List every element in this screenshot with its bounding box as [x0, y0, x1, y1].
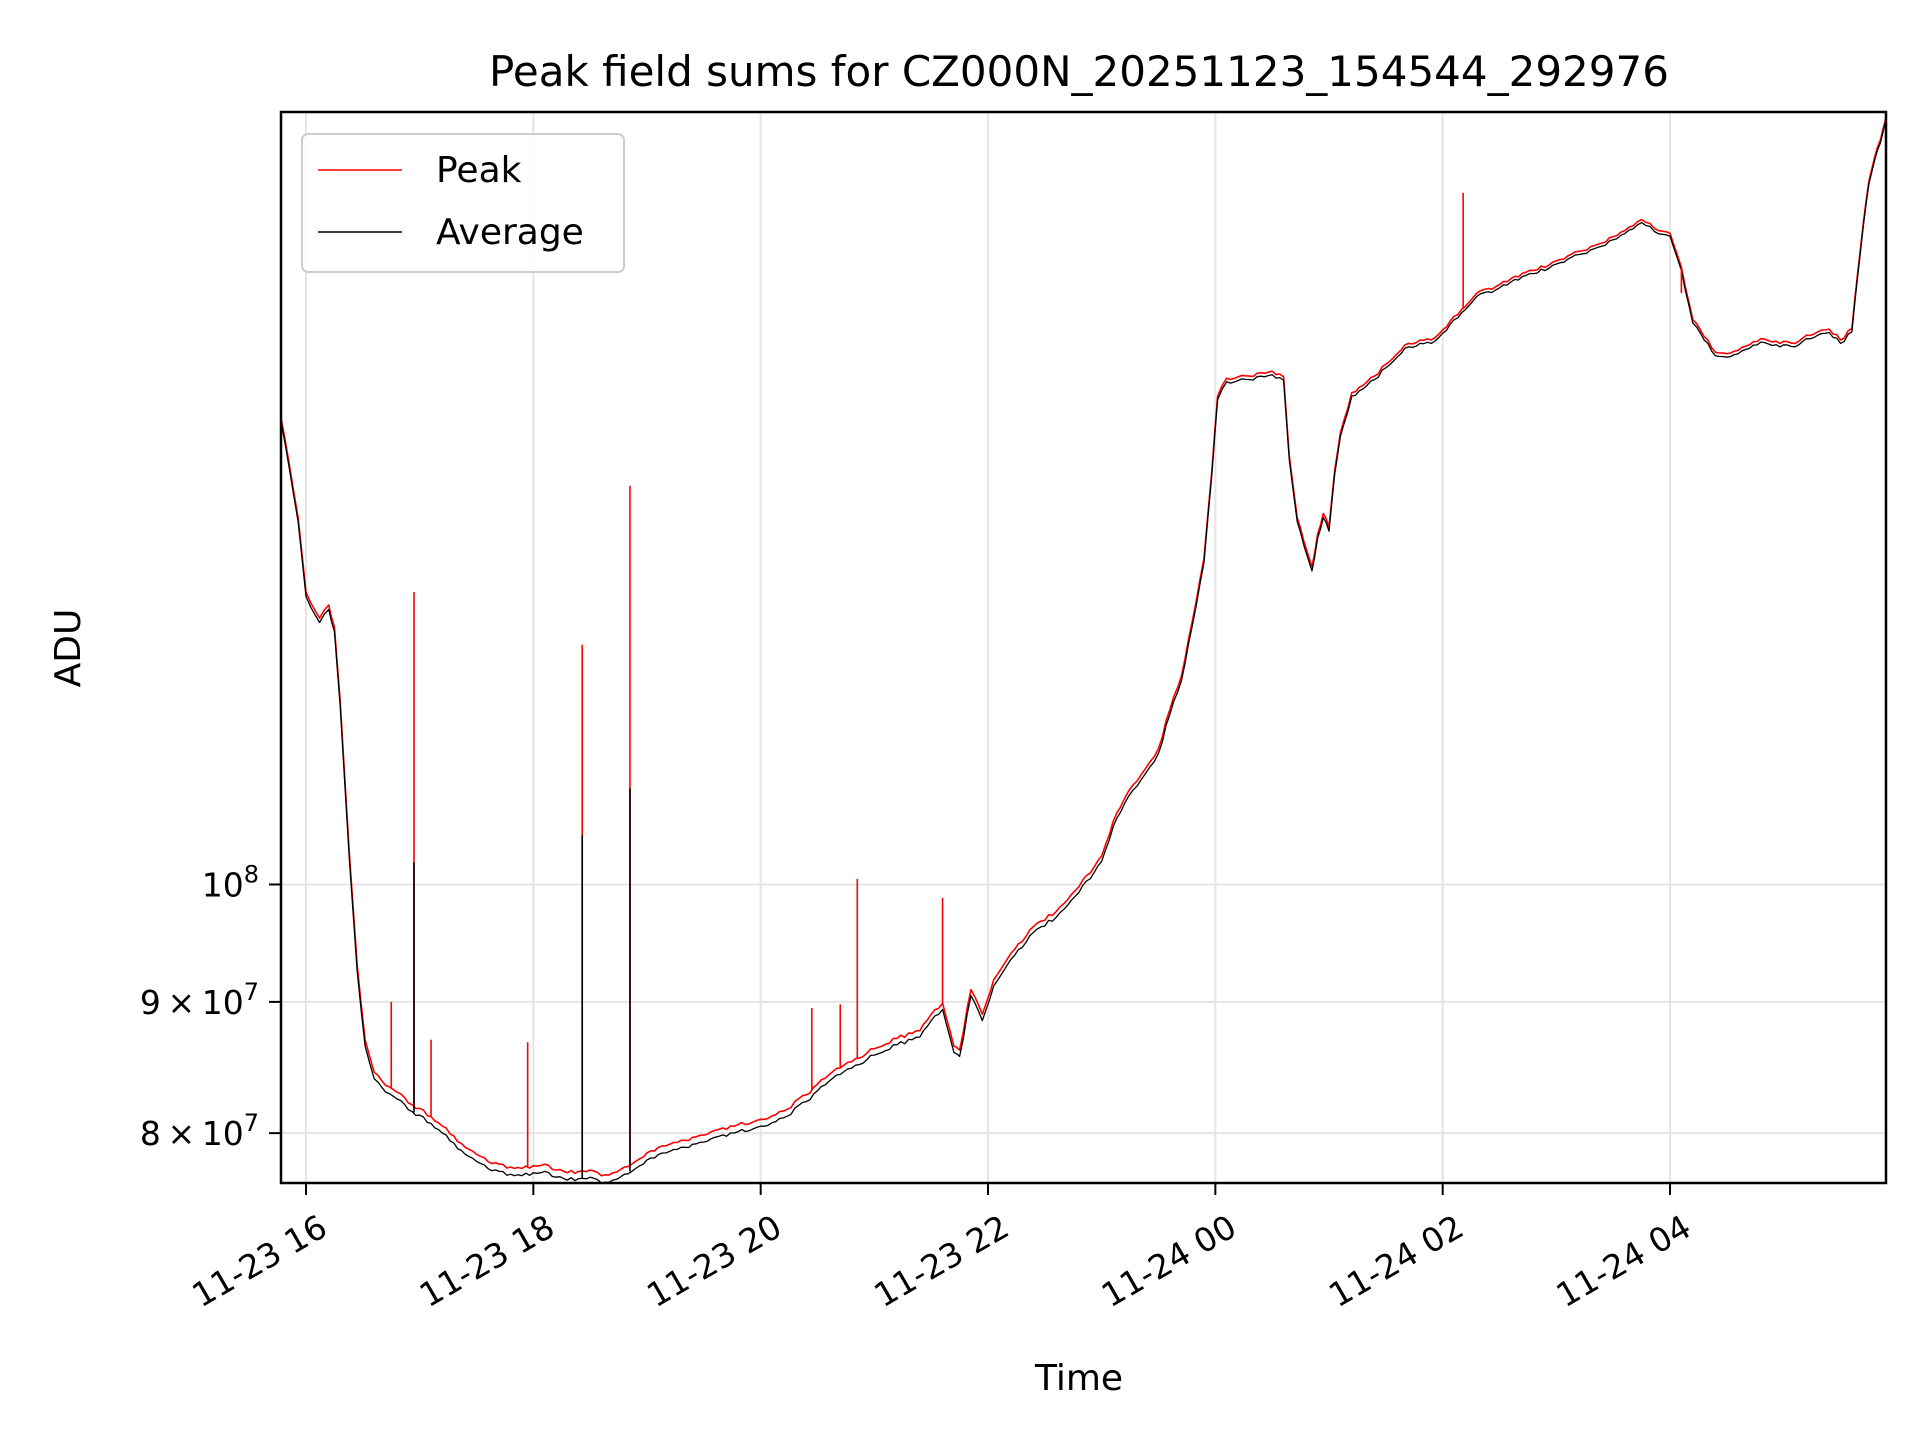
chart-title: Peak field sums for CZ000N_20251123_1545…: [489, 47, 1669, 96]
y-tick-label: 8 × 107: [140, 1109, 259, 1153]
y-tick-label: 9 × 107: [140, 978, 259, 1022]
x-axis-label: Time: [1034, 1358, 1123, 1399]
legend-label-average: Average: [436, 212, 584, 253]
legend-label-peak: Peak: [436, 150, 522, 191]
plot-frame: [279, 110, 1888, 1185]
y-axis: 8 × 107 9 × 107 108: [140, 860, 281, 1153]
plot-lines: [280, 117, 1887, 1184]
legend-box: [301, 133, 625, 273]
series-line-average: [280, 120, 1887, 1184]
y-tick-label: 108: [202, 860, 259, 904]
series-line-peak: [280, 117, 1887, 1177]
y-axis-label: ADU: [48, 609, 89, 688]
legend: Peak Average: [301, 133, 625, 273]
